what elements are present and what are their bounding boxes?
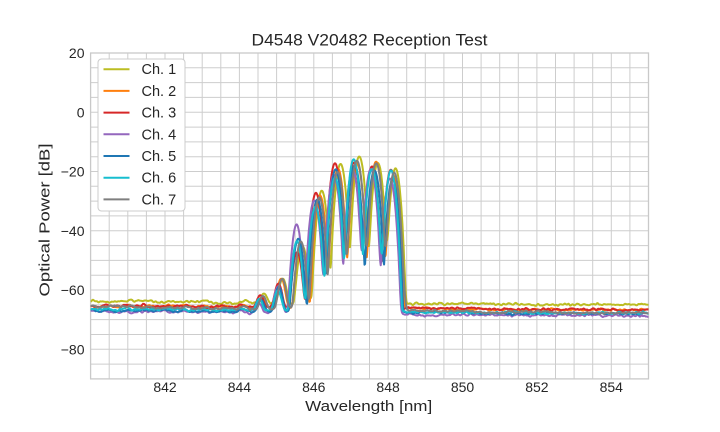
svg-text:−40: −40 [61,223,85,239]
svg-text:Ch. 4: Ch. 4 [142,127,177,143]
svg-text:846: 846 [302,379,326,395]
svg-text:848: 848 [376,379,400,395]
svg-text:844: 844 [228,379,252,395]
svg-text:−80: −80 [61,341,85,357]
svg-text:Optical Power [dB]: Optical Power [dB] [37,144,54,297]
svg-text:Ch. 1: Ch. 1 [142,62,177,78]
svg-text:20: 20 [69,45,85,61]
svg-text:Ch. 2: Ch. 2 [142,84,177,100]
svg-text:D4548 V20482 Reception Test: D4548 V20482 Reception Test [252,32,488,50]
svg-text:850: 850 [451,379,475,395]
svg-text:Ch. 5: Ch. 5 [142,149,177,165]
svg-text:Ch. 7: Ch. 7 [142,192,177,208]
svg-text:854: 854 [600,379,624,395]
svg-text:842: 842 [153,379,177,395]
svg-text:Ch. 6: Ch. 6 [142,171,177,187]
svg-text:Wavelength [nm]: Wavelength [nm] [305,398,432,415]
svg-text:0: 0 [77,104,85,120]
svg-text:−60: −60 [61,282,85,298]
svg-text:−20: −20 [61,164,85,180]
svg-text:852: 852 [525,379,549,395]
svg-text:Ch. 3: Ch. 3 [142,106,177,122]
